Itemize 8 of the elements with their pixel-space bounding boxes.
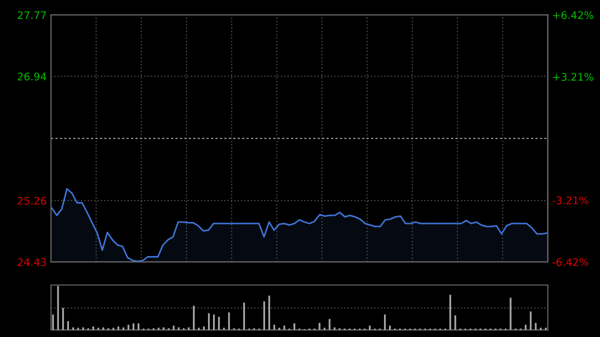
y2-tick-label: +3.21%: [553, 72, 594, 81]
y2-tick-label: +6.42%: [553, 11, 594, 20]
y-tick-label: 26.94: [18, 72, 46, 80]
y-tick-label: 27.77: [18, 11, 46, 19]
y2-tick-label: -3.21%: [552, 196, 588, 204]
y-tick-label: 25.26: [18, 196, 46, 205]
y-tick-label: 24.43: [18, 258, 46, 266]
y2-tick-label: -6.42%: [552, 258, 588, 266]
